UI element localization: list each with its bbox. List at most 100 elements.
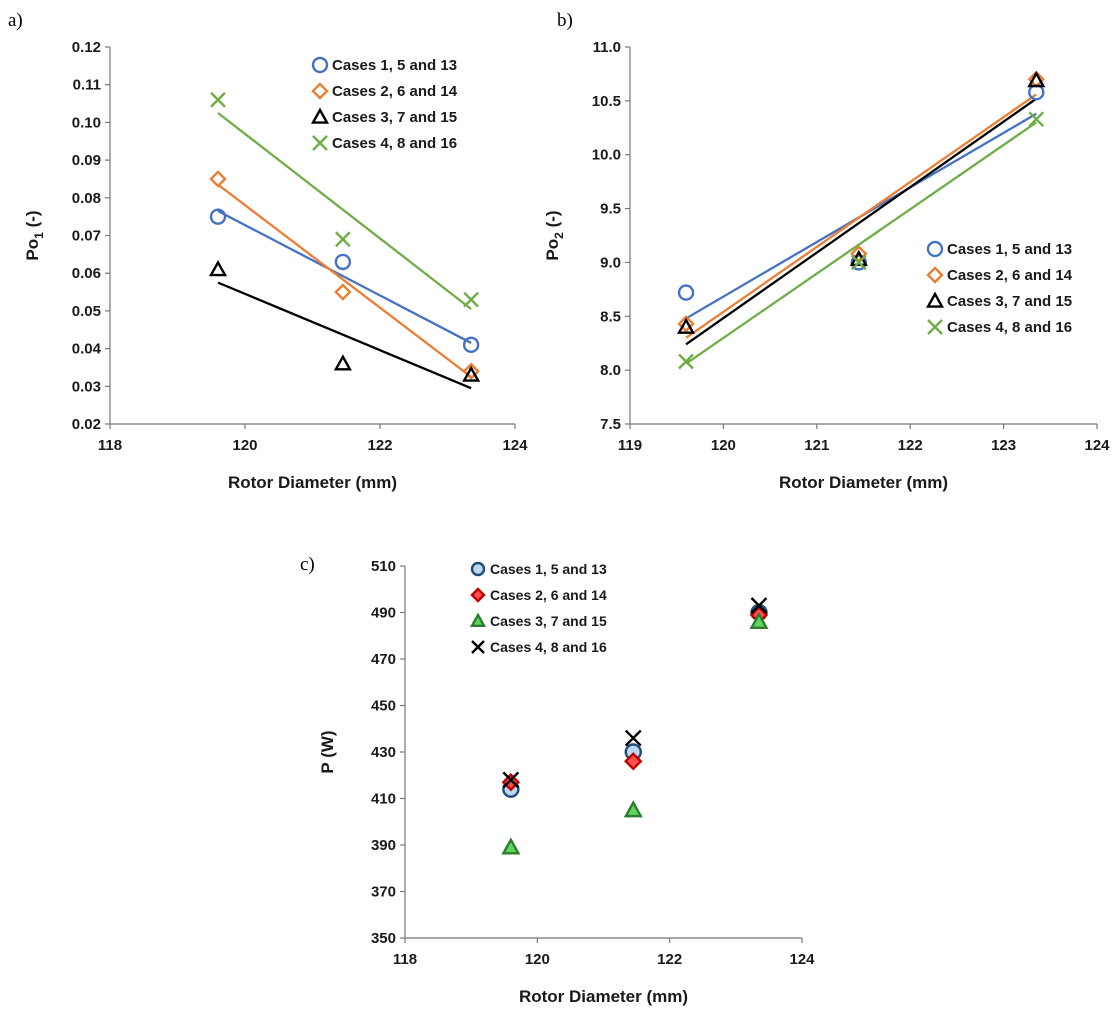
chart-b: b) 7.5 8.0 8.5 9.0 9.5 10.0 10.5 11.0 119 120 121 1… [543,10,1110,492]
chart-a-point-series-2-1 [209,170,227,188]
chart-c-legend-label-2: Cases 2, 6 and 14 [490,587,607,603]
chart-b-x-tick-label: 120 [711,437,736,454]
chart-a-y-tick-label: 0.05 [72,303,101,320]
chart-c-point-series-4-1-stroke-2 [502,771,520,789]
chart-b-x-tick-label: 119 [618,437,642,454]
chart-c-x-axis-label: Rotor Diameter (mm) [519,987,688,1006]
chart-c-legend-label-1: Cases 1, 5 and 13 [490,561,607,577]
chart-a-legend-label-4: Cases 4, 8 and 16 [332,135,457,152]
chart-c-point-series-4-1 [502,771,520,789]
chart-b-y-tick-label: 8.5 [600,308,621,325]
chart-a-y-tick-label: 0.09 [72,152,101,169]
chart-b-trendline-series-4 [685,121,1037,365]
chart-c-legend-marker-4 [471,640,485,654]
chart-b-point-series-4-1-stroke-2 [678,353,694,370]
chart-a-y-tick-label: 0.12 [72,39,101,56]
chart-a-point-series-2-2 [334,283,352,301]
chart-b-point-series-3-3 [1027,70,1046,88]
chart-c-point-series-3-1 [501,837,521,855]
chart-b-trendline-series-2 [685,93,1037,339]
chart-c-legend-marker-4-stroke-2 [471,640,485,654]
chart-b-y-tick-label: 11.0 [593,39,621,56]
chart-a-trendline-series-1 [217,209,472,344]
chart-b-point-series-4-3 [1028,111,1045,128]
chart-b-x-tick-label: 123 [991,437,1016,454]
chart-c-y-tick-label: 450 [371,698,396,715]
panel-label-c: c) [300,554,315,575]
chart-c-x-tick-label: 124 [789,951,815,968]
chart-c-legend-label-3: Cases 3, 7 and 15 [490,613,607,629]
chart-a-legend-label-3: Cases 3, 7 and 15 [332,109,457,126]
chart-c-legend-marker-2 [470,587,486,603]
chart-a-legend-marker-1 [311,56,329,74]
chart-b-y-tick-label: 10.0 [592,147,621,164]
chart-b-point-series-1-1 [677,284,695,301]
chart-a-y-tick-label: 0.10 [72,114,101,131]
chart-a-point-series-1-3 [462,336,480,354]
chart-c-y-tick-label: 430 [371,744,396,761]
chart-a-trendline-series-4 [217,112,472,310]
chart-b-point-series-2-1 [677,315,695,333]
chart-a-legend-marker-2 [311,82,329,100]
chart-c-x-tick-label: 118 [393,951,417,968]
chart-c-point-series-4-2-stroke-2 [624,729,642,747]
chart-c: c) 350 370 390 410 430 450 470 490 510 118 120 122 1… [300,554,815,1006]
chart-b-legend-marker-4 [927,319,943,335]
chart-b-legend-marker-2 [926,266,944,284]
chart-a-legend-marker-4 [312,135,328,151]
chart-b-point-series-4-2 [850,254,867,271]
chart-b-legend-marker-3 [925,291,945,308]
chart-a-y-tick-label: 0.04 [72,341,102,358]
chart-b-y-tick-label: 9.0 [600,254,621,271]
chart-a-x-tick-label: 124 [502,437,528,454]
chart-a-y-axis-label-main: Po [23,239,42,261]
chart-c-point-series-3-3 [749,611,769,629]
chart-c-point-series-3-2 [623,800,643,818]
chart-b-legend: Cases 1, 5 and 13 Cases 2, 6 and 14 Cases … [925,240,1073,336]
chart-c-point-series-4-3-stroke-2 [750,597,768,614]
chart-a-point-series-1-1 [209,208,227,225]
chart-a-legend-label-2: Cases 2, 6 and 14 [332,83,458,100]
chart-a-point-series-4-2 [335,231,351,248]
chart-a-y-tick-label: 0.11 [73,77,101,94]
chart-a-x-tick-label: 120 [232,437,257,454]
chart-c-y-tick-label: 390 [371,837,396,854]
chart-b-legend-label-3: Cases 3, 7 and 15 [947,293,1072,310]
chart-a-point-series-3-2 [333,354,352,371]
chart-c-y-tick-label: 470 [371,651,396,668]
chart-a: a) 0.02 0.03 0.04 0.05 0.06 0.07 0.08 0.09 0.10 0… [8,10,528,492]
chart-c-x-tick-label: 122 [657,951,682,968]
chart-a-point-series-1-2 [334,253,352,271]
chart-a-trendline-series-3 [217,281,472,390]
chart-b-point-series-4-2-stroke-2 [850,254,867,271]
chart-c-y-tick-label: 410 [371,791,396,808]
chart-c-point-series-2-2 [624,752,643,771]
chart-b-x-tick-label: 124 [1084,437,1110,454]
chart-a-y-tick-label: 0.03 [72,378,101,395]
chart-c-legend: Cases 1, 5 and 13 Cases 2, 6 and 14 Cases … [469,561,607,655]
chart-a-legend-marker-4-stroke-2 [312,135,328,151]
chart-a-x-tick-label: 122 [367,437,392,454]
chart-b-point-series-4-1 [678,353,694,370]
chart-c-legend-marker-3 [469,612,487,627]
chart-a-legend-marker-3 [310,107,330,124]
chart-b-point-series-4-3-stroke-2 [1028,111,1045,128]
chart-c-y-tick-label: 370 [371,884,396,901]
chart-c-point-series-4-3 [750,597,768,614]
chart-b-legend-label-1: Cases 1, 5 and 13 [947,241,1072,258]
chart-c-point-series-2-1 [501,773,521,792]
chart-a-y-tick-label: 0.06 [72,265,101,282]
chart-c-y-axis-label: P (W) [318,730,337,773]
chart-a-y-tick-label: 0.08 [72,190,101,207]
chart-b-y-tick-label: 8.0 [600,362,621,379]
chart-c-y-tick-label: 510 [371,558,396,575]
chart-a-y-tick-label: 0.07 [72,228,101,245]
chart-c-y-tick-label: 490 [371,605,396,622]
chart-b-y-tick-label: 10.5 [592,93,621,110]
chart-a-y-axis-label: Po1 (-) [23,210,46,260]
chart-a-legend-label-1: Cases 1, 5 and 13 [332,57,457,74]
chart-b-legend-marker-1 [926,240,944,258]
chart-b-y-axis-label-main: Po [543,239,562,261]
chart-a-point-series-3-1 [208,259,228,277]
